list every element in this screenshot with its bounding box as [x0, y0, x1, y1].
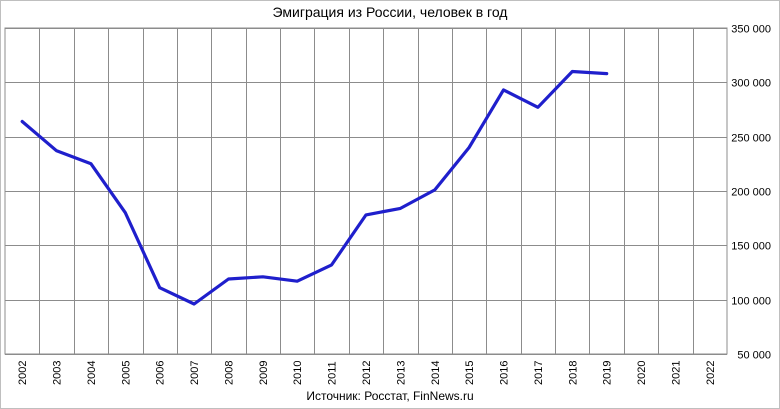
x-tick-label: 2011	[327, 361, 339, 385]
x-tick-label: 2018	[567, 361, 579, 385]
x-tick-label: 2020	[636, 361, 648, 385]
x-tick-label: 2003	[52, 361, 64, 385]
x-tick-label: 2016	[499, 361, 511, 385]
x-tick-label: 2005	[120, 361, 132, 385]
x-tick-label: 2010	[292, 361, 304, 385]
y-tick-label: 300 000	[731, 78, 771, 90]
x-tick-label: 2002	[17, 361, 29, 385]
x-tick-label: 2009	[258, 361, 270, 385]
y-tick-label: 350 000	[731, 24, 771, 36]
y-tick-label: 200 000	[731, 187, 771, 199]
x-tick-label: 2013	[395, 361, 407, 385]
y-tick-label: 250 000	[731, 133, 771, 145]
source-note: Источник: Росстат, FinNews.ru	[306, 389, 474, 403]
x-tick-label: 2004	[86, 361, 98, 385]
x-tick-label: 2014	[430, 361, 442, 385]
x-tick-label: 2019	[602, 361, 614, 385]
y-tick-label: 150 000	[731, 241, 771, 253]
x-tick-label: 2015	[464, 361, 476, 385]
x-tick-label: 2022	[705, 361, 717, 385]
x-tick-label: 2012	[361, 361, 373, 385]
x-tick-label: 2017	[533, 361, 545, 385]
y-tick-label: 100 000	[731, 296, 771, 308]
x-tick-label: 2008	[223, 361, 235, 385]
chart-title: Эмиграция из России, человек в год	[272, 4, 508, 20]
series-line	[20, 69, 609, 306]
y-tick-label: 50 000	[737, 350, 771, 362]
x-tick-label: 2007	[189, 361, 201, 385]
x-tick-label: 2021	[670, 361, 682, 385]
x-tick-label: 2006	[155, 361, 167, 385]
